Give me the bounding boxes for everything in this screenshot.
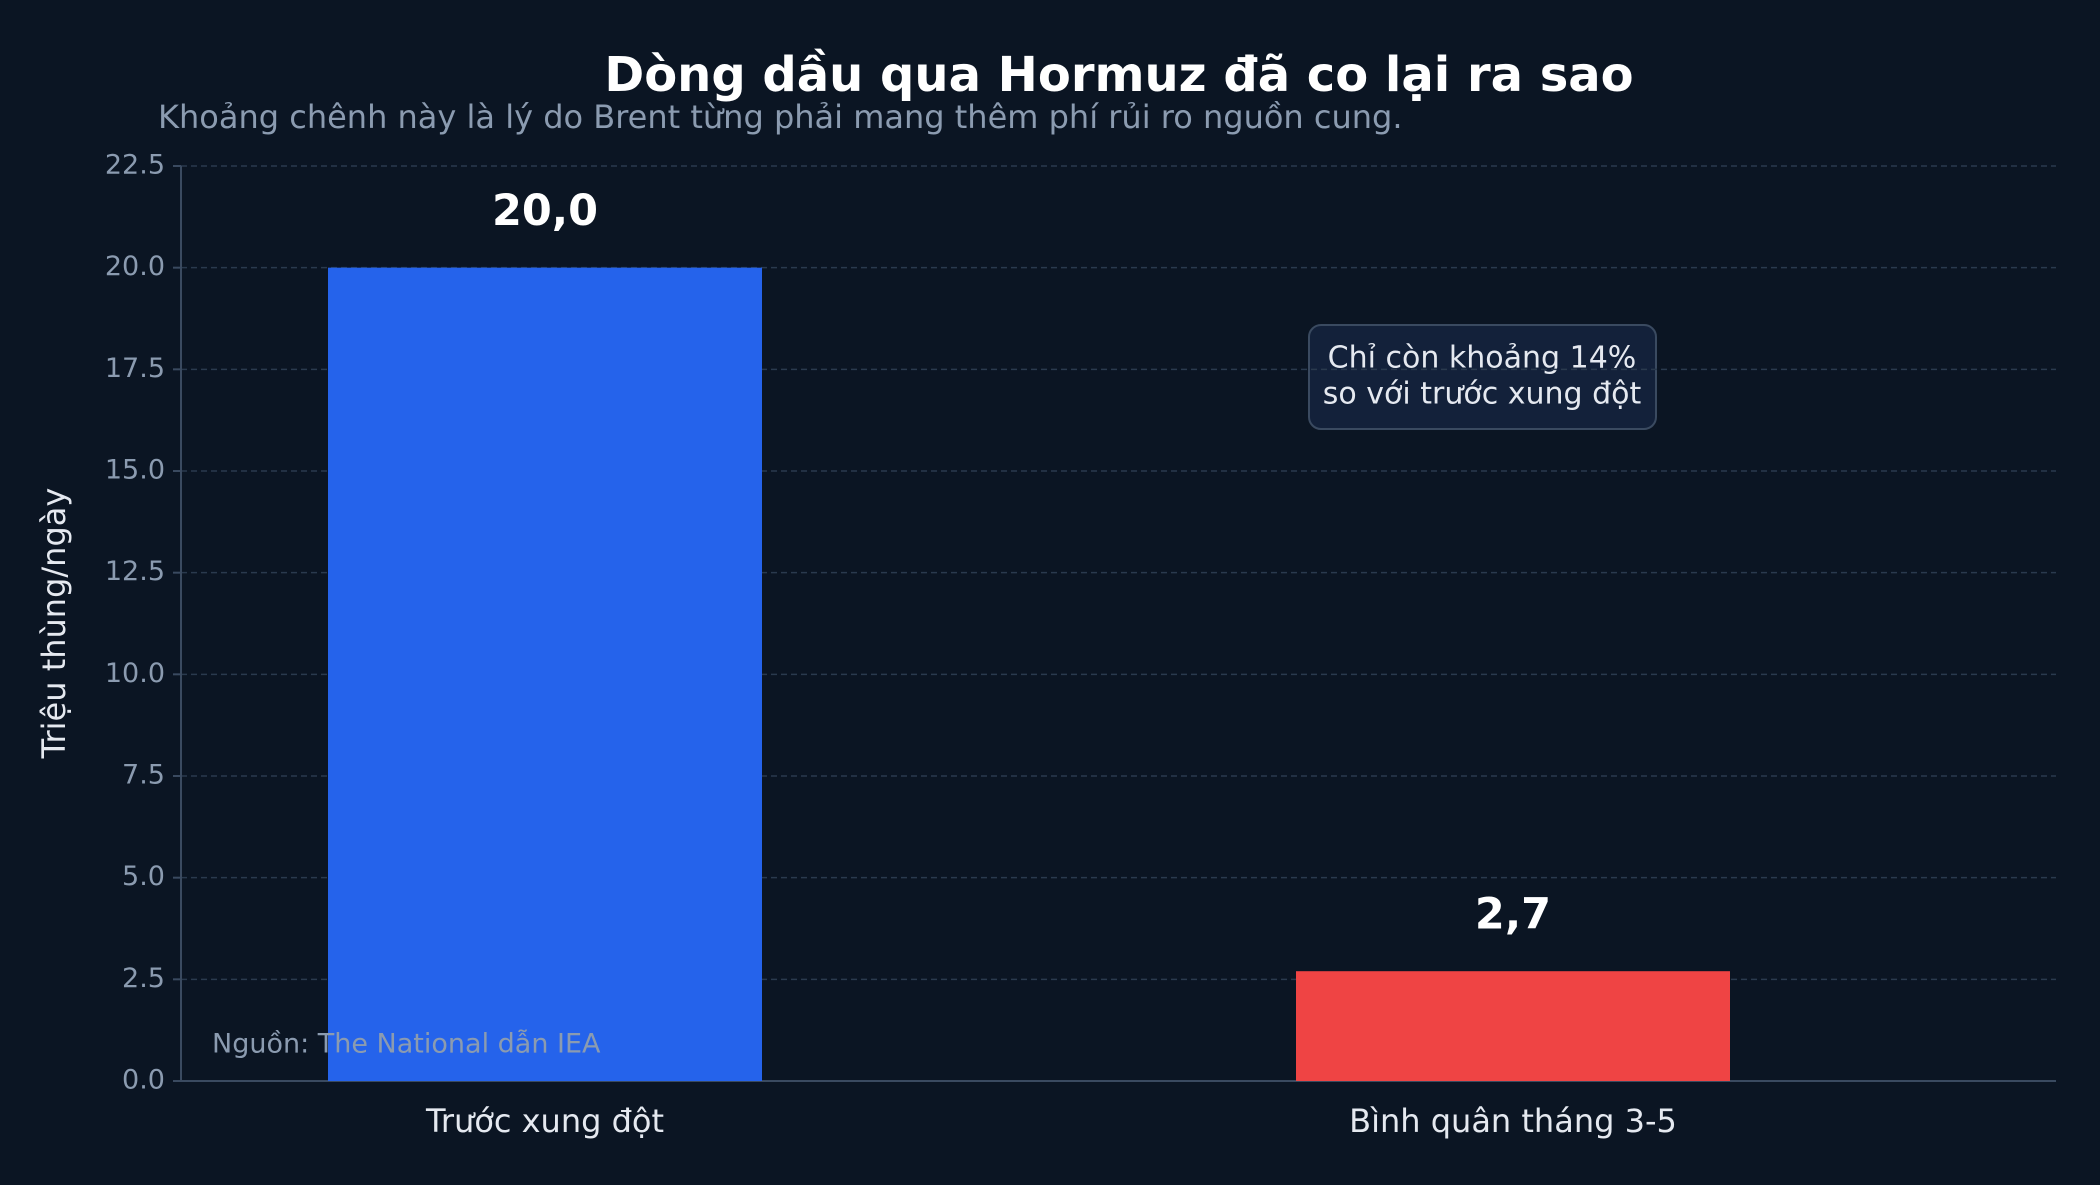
y-tick-label: 22.5	[105, 150, 165, 181]
chart-title: Dòng dầu qua Hormuz đã co lại ra sao	[604, 47, 1633, 103]
y-tick-label: 7.5	[122, 760, 165, 791]
y-tick-label: 15.0	[105, 455, 165, 486]
value-label: 20,0	[492, 186, 598, 236]
y-tick-label: 20.0	[105, 251, 165, 282]
source-note: Nguồn: The National dẫn IEA	[212, 1029, 601, 1060]
annotation-text: so với trước xung đột	[1323, 377, 1642, 412]
bar	[328, 267, 762, 1082]
value-label: 2,7	[1475, 890, 1551, 940]
annotation-box	[1308, 324, 1657, 430]
y-tick-label: 2.5	[122, 963, 165, 994]
x-tick-label: Bình quân tháng 3-5	[1349, 1102, 1677, 1140]
y-tick-label: 10.0	[105, 658, 165, 689]
y-tick-label: 17.5	[105, 353, 165, 384]
annotation-text: Chỉ còn khoảng 14%	[1328, 341, 1637, 376]
chart-subtitle: Khoảng chênh này là lý do Brent từng phả…	[158, 98, 1403, 136]
y-tick-label: 5.0	[122, 861, 165, 892]
x-tick-label: Trước xung đột	[425, 1102, 664, 1140]
y-axis-label: Triệu thùng/ngày	[35, 488, 73, 760]
y-tick-label: 12.5	[105, 556, 165, 587]
bar	[1296, 971, 1730, 1081]
y-tick-label: 0.0	[122, 1065, 165, 1096]
